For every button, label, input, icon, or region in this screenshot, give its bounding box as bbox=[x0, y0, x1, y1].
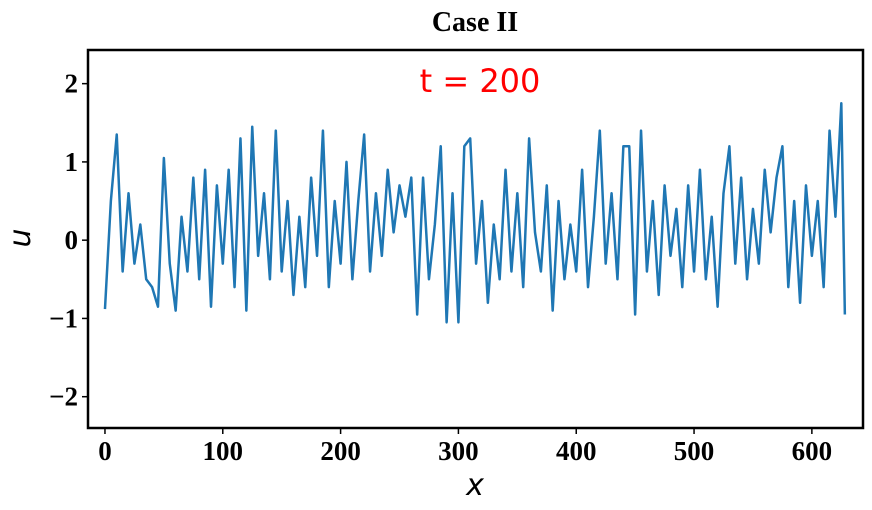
plot-frame bbox=[86, 48, 865, 430]
y-tick-label: 0 bbox=[65, 225, 79, 255]
x-tick-label: 500 bbox=[674, 436, 715, 466]
y-tick-label: 2 bbox=[65, 69, 79, 99]
chart-title: Case II bbox=[432, 7, 518, 38]
y-tick-label: 1 bbox=[65, 147, 79, 177]
x-axis-label: x bbox=[465, 468, 484, 503]
x-tick-label: 0 bbox=[98, 436, 112, 466]
y-axis-label: u bbox=[3, 228, 38, 247]
x-tick-label: 600 bbox=[792, 436, 833, 466]
y-tick-label: −1 bbox=[49, 303, 78, 333]
x-tick-label: 300 bbox=[438, 436, 479, 466]
x-tick-label: 200 bbox=[320, 436, 361, 466]
y-tick-label: −2 bbox=[49, 382, 78, 412]
annotation: t = 200 bbox=[420, 62, 541, 100]
x-tick-label: 100 bbox=[203, 436, 244, 466]
data-line bbox=[103, 101, 847, 324]
x-tick-label: 400 bbox=[556, 436, 597, 466]
